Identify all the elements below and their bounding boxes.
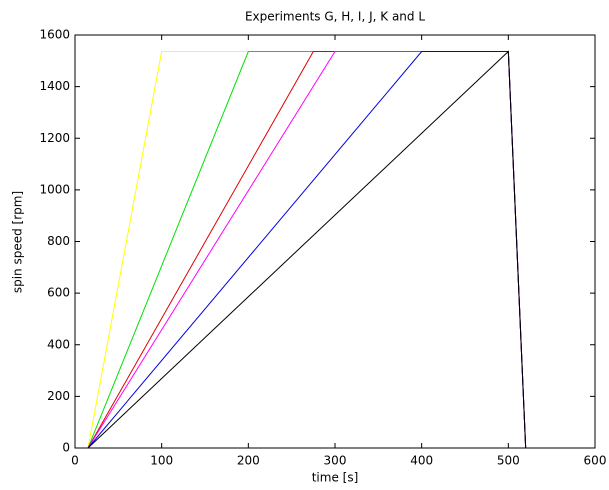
- series-line: [87, 50, 527, 449]
- y-tick-label: 200: [47, 389, 70, 403]
- x-tick-label: 200: [237, 454, 260, 468]
- x-tick-label: 400: [410, 454, 433, 468]
- y-tick-label: 600: [47, 286, 70, 300]
- x-tick-label: 300: [324, 454, 347, 468]
- y-tick-label: 1200: [39, 131, 70, 145]
- x-tick-label: 0: [71, 454, 79, 468]
- x-tick-label: 600: [584, 454, 607, 468]
- x-tick-label: 500: [497, 454, 520, 468]
- y-tick-label: 0: [62, 441, 70, 455]
- x-axis-label: time [s]: [312, 471, 359, 485]
- y-tick-label: 1400: [39, 79, 70, 93]
- y-tick-label: 1600: [39, 28, 70, 42]
- y-axis-label: spin speed [rpm]: [11, 191, 25, 293]
- y-tick-label: 800: [47, 234, 70, 248]
- chart-title: Experiments G, H, I, J, K and L: [245, 10, 425, 24]
- y-tick-label: 1000: [39, 182, 70, 196]
- y-tick-label: 400: [47, 337, 70, 351]
- x-tick-label: 100: [150, 454, 173, 468]
